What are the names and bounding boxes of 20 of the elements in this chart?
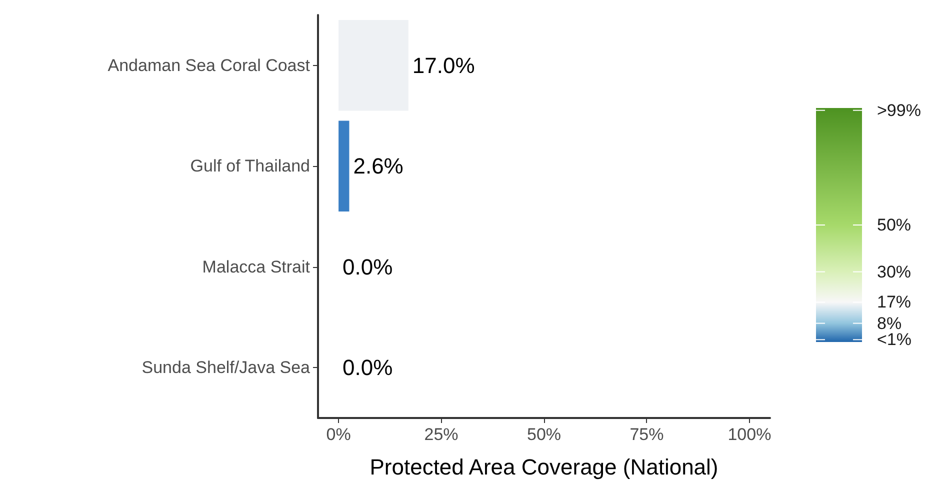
data-label: 2.6% [353,154,404,179]
x-tick-label: 100% [728,425,772,444]
color-bar-label: >99% [877,100,921,120]
y-tick-label: Sunda Shelf/Java Sea [142,358,311,378]
color-bar-label: <1% [877,330,912,350]
x-tick-label: 50% [526,425,562,444]
data-label: 0.0% [342,254,393,280]
x-axis-title: Protected Area Coverage (National) [370,454,718,480]
color-bar-label: 17% [877,292,912,312]
y-tick-label: Gulf of Thailand [190,156,310,176]
x-tick-label: 75% [630,425,664,444]
data-label: 17.0% [412,52,475,78]
x-tick-label: 25% [424,425,458,444]
y-tick-label: Malacca Strait [202,257,310,276]
x-tick-label: 0% [326,425,351,444]
y-tick-label: Andaman Sea Coral Coast [108,56,310,75]
color-bar-label: 30% [877,262,912,282]
color-bar-label: 8% [877,314,902,333]
data-label: 0.0% [342,355,393,380]
color-bar-label: 50% [877,216,912,234]
